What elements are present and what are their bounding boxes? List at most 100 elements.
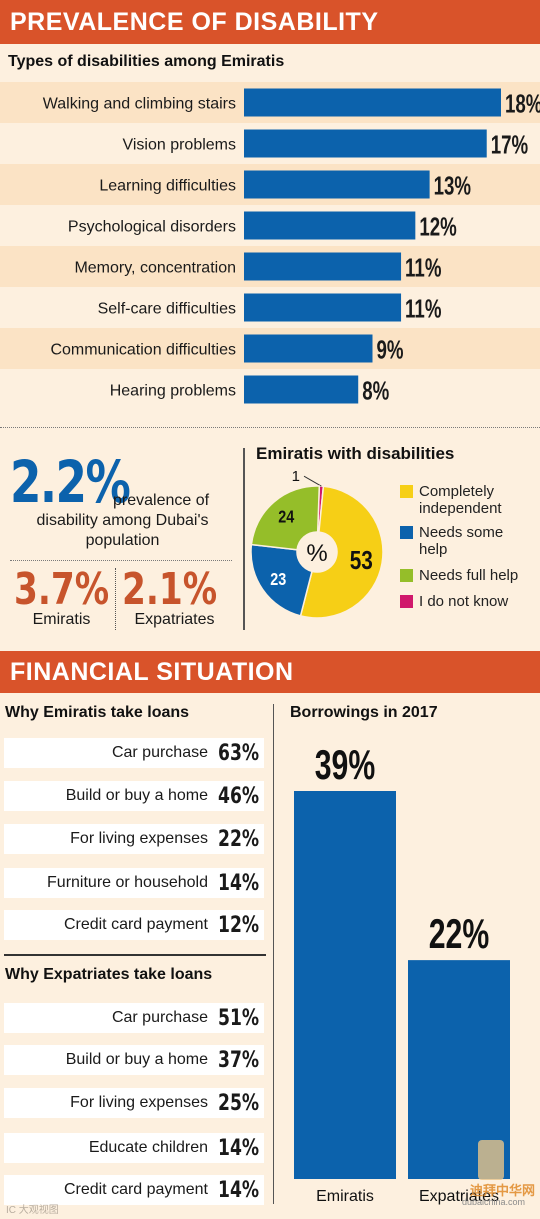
loan-reason-value: 25% [218,1091,260,1116]
bar-category-label: Psychological disorders [68,219,236,236]
pie-value-label: 23 [270,569,286,589]
pie-chart-title: Emiratis with disabilities [256,444,455,463]
pie-slice [299,485,384,619]
pie-slice [250,543,313,617]
legend-item: Needs some help [400,524,503,558]
divider [243,448,245,630]
bar [244,375,359,404]
loan-reason-value: 46% [218,784,260,809]
bar [244,334,373,363]
bar-value-label: 22% [429,910,490,957]
bar-category-label: Vision problems [122,137,236,154]
loan-reason-value: 14% [218,1136,260,1161]
loan-reason-label: For living expenses [70,830,208,847]
bar [244,211,416,240]
loan-reason-label: Credit card payment [63,1181,208,1198]
section-title: FINANCIAL SITUATION [10,657,294,686]
bar-category-label: Walking and climbing stairs [43,96,236,113]
bar [244,129,487,158]
watermark-url: dubaichina.com [462,1197,526,1207]
borrowings-bar-chart: 39% Emiratis 22% Expatriates [294,741,510,1205]
pie-value-label: 53 [350,546,373,575]
bar-category-label: Expatriates [419,1188,499,1205]
legend-item: I do not know [400,593,508,610]
bar [244,88,501,117]
loan-reason-value: 63% [218,741,260,766]
bar-value-label: 8% [362,375,389,405]
pie-center-label: % [306,540,327,567]
pie-value-label: 1 [292,470,300,485]
loan-reason-row: Credit card payment 12% [4,910,264,940]
emiratis-prevalence: 3.7% Emiratis [14,564,110,628]
bar [244,252,402,281]
prevalence-text-line3: population [85,532,160,549]
loan-reason-label: Educate children [88,1139,208,1156]
loan-reason-label: Credit card payment [63,916,208,933]
loan-reason-value: 12% [218,913,260,938]
section-header-prevalence: PREVALENCE OF DISABILITY [0,0,540,44]
bar-value-label: 39% [315,741,376,788]
bar-value-label: 17% [491,129,528,159]
bar-category-label: Communication difficulties [50,342,236,359]
loan-reason-row: Car purchase 51% [4,1003,264,1033]
loan-reason-row: For living expenses 25% [4,1088,264,1118]
loan-reason-row: For living expenses 22% [4,824,264,854]
legend-label: Needs some help [419,524,504,558]
legend-label: Completely independent [419,483,502,517]
legend-label: Needs full help [419,567,519,584]
divider [4,954,266,956]
pie-value-label: 24 [278,507,294,527]
emiratis-disabilities-pie-chart: 1 53 23 24% [250,470,384,619]
section-title: PREVALENCE OF DISABILITY [10,7,379,36]
bar-category-label: Learning difficulties [99,178,236,195]
divider [273,704,274,1204]
bar-category-label: Self-care difficulties [98,301,236,318]
legend-swatch [400,569,413,582]
bar-value-label: 13% [434,170,471,200]
loan-reason-row: Educate children 14% [4,1133,264,1163]
legend-swatch [400,485,413,498]
divider [115,568,116,630]
divider [0,427,540,428]
bar-value-label: 11% [405,252,441,282]
loan-reason-label: Build or buy a home [65,787,208,804]
loan-reason-label: Car purchase [111,1009,208,1026]
loan-reason-value: 22% [218,827,260,852]
expatriates-label: Expatriates [134,611,215,628]
bar [294,791,396,1179]
bar-value-label: 9% [377,334,404,364]
watermark-logo [478,1140,504,1180]
prevalence-big-value: 2.2% [10,448,131,516]
loan-reason-row: Credit card payment 14% [4,1175,264,1205]
bar-value-label: 12% [419,211,456,241]
legend-swatch [400,595,413,608]
bar [244,293,402,322]
prevalence-block: 2.2% prevalence of disability among Duba… [10,448,235,562]
bar-value-label: 18% [505,88,540,118]
watermark-right: 迪拜中华网 [470,1183,536,1198]
emirati-loans-title: Why Emiratis take loans [5,704,190,721]
emiratis-label: Emiratis [32,611,91,628]
watermark-left: IC 大观视图 [6,1205,59,1216]
divider [10,560,232,561]
legend-label: I do not know [419,593,509,610]
loan-reason-value: 37% [218,1048,260,1073]
prevalence-text-line2: disability among Dubai's [36,512,209,529]
chart-subtitle: Types of disabilities among Emiratis [8,53,285,70]
bar-category-label: Hearing problems [110,383,236,400]
loan-reason-label: For living expenses [70,1094,208,1111]
bar [244,170,430,199]
disability-types-bar-chart: Walking and climbing stairs 18% Vision pro… [0,82,540,405]
loan-reason-row: Car purchase 63% [4,738,264,768]
bar-category-label: Memory, concentration [74,260,236,277]
bar-category-label: Emiratis [316,1188,374,1205]
loan-reason-row: Build or buy a home 37% [4,1045,264,1075]
loan-reason-label: Build or buy a home [65,1051,208,1068]
expat-loans-title: Why Expatriates take loans [5,966,213,983]
loan-reason-row: Build or buy a home 46% [4,781,264,811]
prevalence-text-line1: prevalence of [113,492,210,509]
pie-slice [250,485,321,551]
pie-leader-line [303,475,322,487]
borrowings-title: Borrowings in 2017 [290,704,438,721]
legend-swatch [400,526,413,539]
